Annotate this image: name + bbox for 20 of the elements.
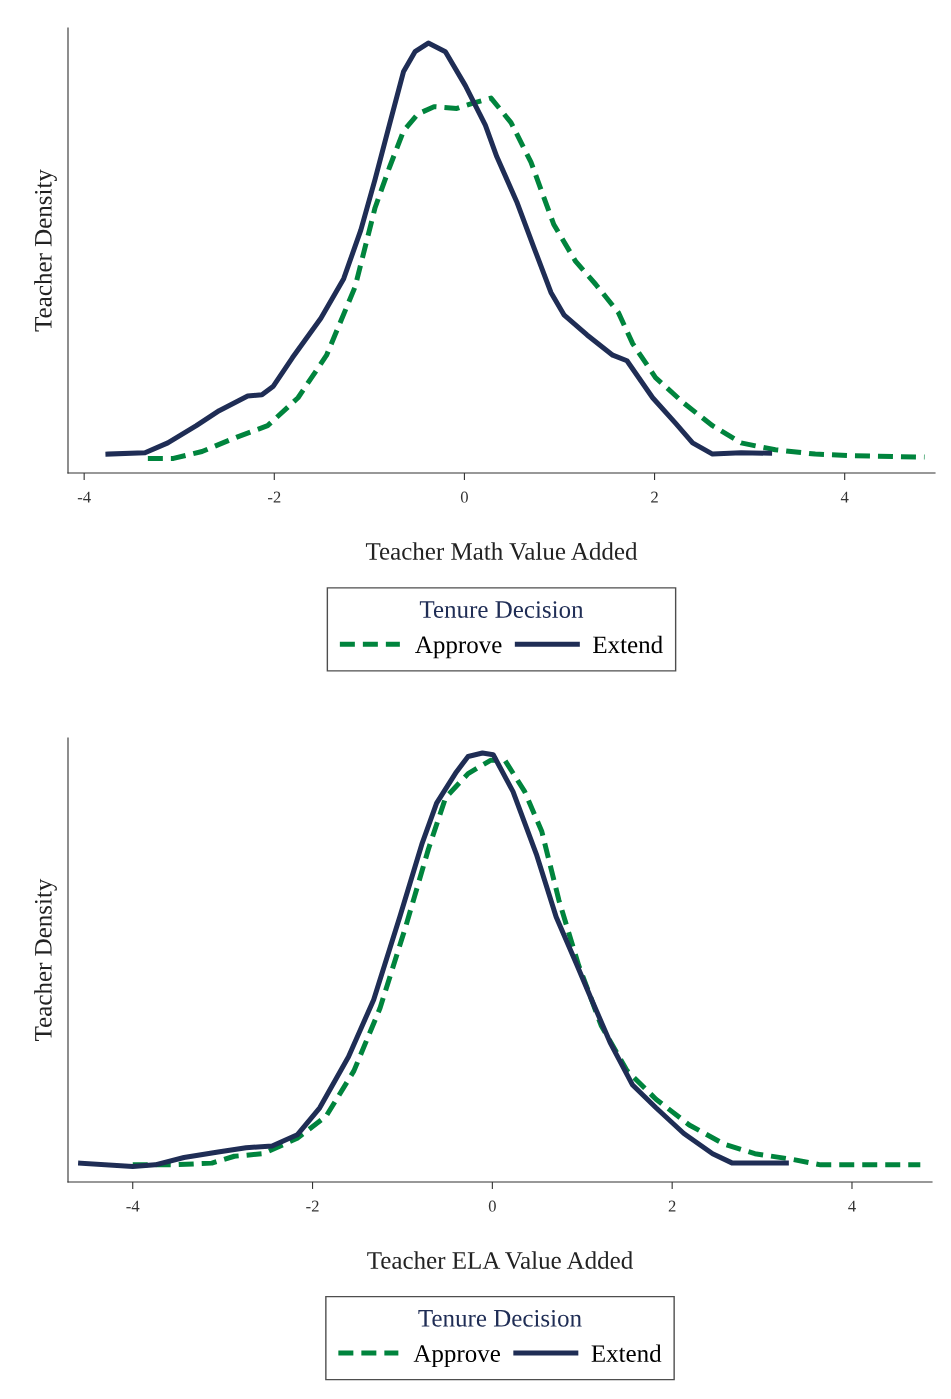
x-tick-label: -4 [77, 491, 91, 503]
x-tick-label: 0 [460, 491, 468, 503]
x-tick-label: 4 [840, 491, 849, 503]
x-tick-label: 0 [488, 1200, 496, 1212]
x-axis-title: Teacher Math Value Added [365, 542, 638, 561]
x-tick-label: -4 [126, 1200, 140, 1212]
legend-label: Approve [413, 1345, 500, 1368]
x-tick-label: 2 [668, 1200, 676, 1212]
x-axis-title: Teacher ELA Value Added [367, 1251, 633, 1270]
x-tick-label: 4 [848, 1200, 856, 1212]
x-tick-label: 2 [651, 491, 658, 503]
legend-title: Tenure Decision [419, 601, 584, 618]
y-axis-title: Teacher Density [34, 169, 57, 332]
legend-title: Tenure Decision [418, 1309, 582, 1327]
x-tick-label: -2 [267, 491, 281, 503]
legend-label: Approve [415, 636, 502, 659]
x-tick-label: -2 [306, 1200, 319, 1212]
legend-label: Extend [591, 1344, 662, 1363]
y-axis-title: Teacher Density [34, 878, 57, 1041]
legend-label: Extend [593, 635, 663, 654]
